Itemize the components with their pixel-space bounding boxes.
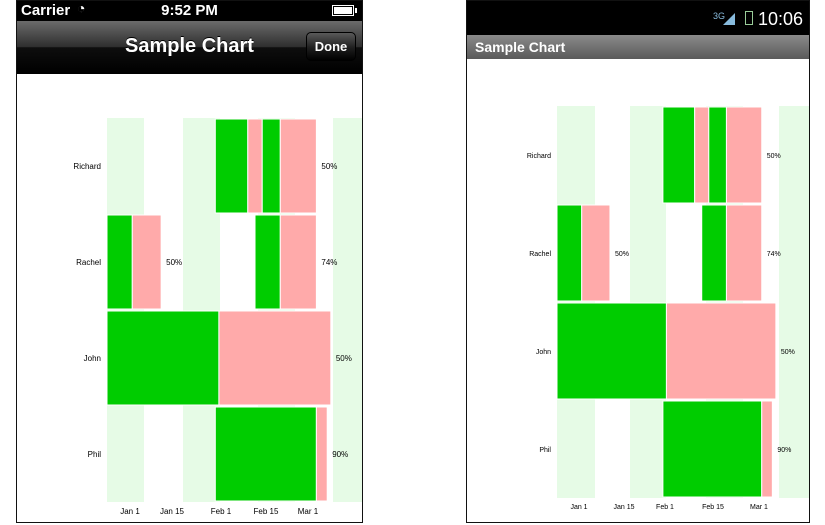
undefined-task-remaining-bar[interactable] — [218, 310, 332, 406]
undefined-task-complete-bar[interactable] — [254, 214, 281, 310]
undefined-task-remaining-bar[interactable] — [279, 118, 317, 214]
battery-icon — [332, 5, 357, 16]
page-title: Sample Chart — [125, 35, 254, 57]
undefined-task-complete-bar[interactable] — [662, 400, 763, 498]
undefined-percent-label: 50% — [615, 251, 629, 258]
undefined-row-label: Rachel — [76, 258, 101, 267]
status-time: 10:06 — [757, 9, 803, 29]
undefined-x-tick-label: Mar 1 — [750, 504, 768, 511]
undefined-task-remaining-bar[interactable] — [665, 302, 777, 400]
undefined-row-label: Rachel — [529, 251, 551, 258]
undefined-task-remaining-bar[interactable] — [725, 106, 763, 204]
undefined-x-tick-label: Jan 1 — [570, 504, 587, 511]
undefined-percent-label: 50% — [321, 162, 337, 171]
signal-icon — [723, 13, 735, 25]
undefined-row-label: John — [84, 354, 101, 363]
carrier-label: Carrier — [21, 2, 71, 19]
undefined-row-label: John — [536, 349, 551, 356]
network-type: 3G — [713, 11, 726, 21]
undefined-task-complete-bar[interactable] — [106, 214, 133, 310]
undefined-shade-column — [557, 106, 595, 498]
undefined-x-tick-label: Feb 1 — [211, 507, 232, 516]
battery-icon — [745, 11, 753, 25]
undefined-percent-label: 74% — [767, 251, 781, 258]
undefined-x-tick-label: Feb 1 — [656, 504, 674, 511]
undefined-x-tick-label: Jan 1 — [120, 507, 140, 516]
ios-status-bar: Carrier ◔ 9:52 PM — [17, 1, 362, 21]
undefined-task-remaining-bar[interactable] — [279, 214, 317, 310]
ios-chart-svg: Richard 50% Rachel 50% 74% John 50% Phil 90% Jan … — [73, 118, 362, 516]
undefined-task-complete-bar[interactable] — [708, 106, 727, 204]
undefined-shade-column — [779, 106, 809, 498]
undefined-task-complete-bar[interactable] — [556, 302, 667, 400]
undefined-task-complete-bar[interactable] — [701, 204, 727, 302]
undefined-task-remaining-bar[interactable] — [315, 406, 328, 502]
undefined-task-complete-bar[interactable] — [556, 204, 583, 302]
android-status-bar: 3G 10:06 — [467, 1, 809, 35]
undefined-task-complete-bar[interactable] — [662, 106, 696, 204]
undefined-x-tick-label: Mar 1 — [298, 507, 319, 516]
android-chart-svg: Richard 50% Rachel 50% 74% John 50% Phil 90% Jan … — [527, 106, 809, 511]
undefined-task-remaining-bar[interactable] — [581, 204, 611, 302]
android-phone-screen: 3G 10:06 Sample Chart Richard 50% Rachel 50… — [466, 0, 810, 523]
undefined-task-complete-bar[interactable] — [214, 118, 249, 214]
undefined-task-remaining-bar[interactable] — [247, 118, 263, 214]
undefined-task-complete-bar[interactable] — [261, 118, 281, 214]
undefined-percent-label: 90% — [332, 450, 348, 459]
android-gantt-chart: Richard 50% Rachel 50% 74% John 50% Phil 90% Jan … — [467, 59, 809, 522]
undefined-task-complete-bar[interactable] — [214, 406, 317, 502]
done-button[interactable]: Done — [306, 32, 356, 61]
undefined-row-label: Richard — [73, 162, 101, 171]
app-title-bar: Sample Chart — [467, 35, 809, 59]
undefined-task-complete-bar[interactable] — [106, 310, 220, 406]
undefined-shade-column — [107, 118, 144, 502]
undefined-percent-label: 74% — [321, 258, 337, 267]
undefined-task-remaining-bar[interactable] — [761, 400, 773, 498]
undefined-row-label: Richard — [527, 153, 551, 160]
ios-gantt-chart: Richard 50% Rachel 50% 74% John 50% Phil 90% Jan … — [17, 74, 362, 522]
undefined-shade-column — [333, 118, 362, 502]
undefined-row-label: Phil — [88, 450, 102, 459]
undefined-task-remaining-bar[interactable] — [694, 106, 710, 204]
undefined-percent-label: 90% — [777, 447, 791, 454]
undefined-percent-label: 50% — [781, 349, 795, 356]
undefined-percent-label: 50% — [767, 153, 781, 160]
wifi-icon: ◔ — [77, 0, 86, 16]
undefined-row-label: Phil — [539, 447, 551, 454]
undefined-x-tick-label: Jan 15 — [160, 507, 185, 516]
undefined-shade-column — [183, 118, 220, 502]
undefined-percent-label: 50% — [336, 354, 352, 363]
status-time: 9:52 PM — [161, 2, 218, 19]
ios-navigation-bar: Sample Chart Done — [17, 21, 362, 74]
undefined-shade-column — [630, 106, 666, 498]
undefined-task-remaining-bar[interactable] — [131, 214, 162, 310]
ios-phone-screen: Carrier ◔ 9:52 PM Sample Chart Done Rich… — [16, 0, 363, 523]
undefined-task-remaining-bar[interactable] — [725, 204, 763, 302]
undefined-x-tick-label: Feb 15 — [702, 504, 724, 511]
undefined-x-tick-label: Feb 15 — [254, 507, 279, 516]
undefined-percent-label: 50% — [166, 258, 182, 267]
undefined-x-tick-label: Jan 15 — [613, 504, 634, 511]
